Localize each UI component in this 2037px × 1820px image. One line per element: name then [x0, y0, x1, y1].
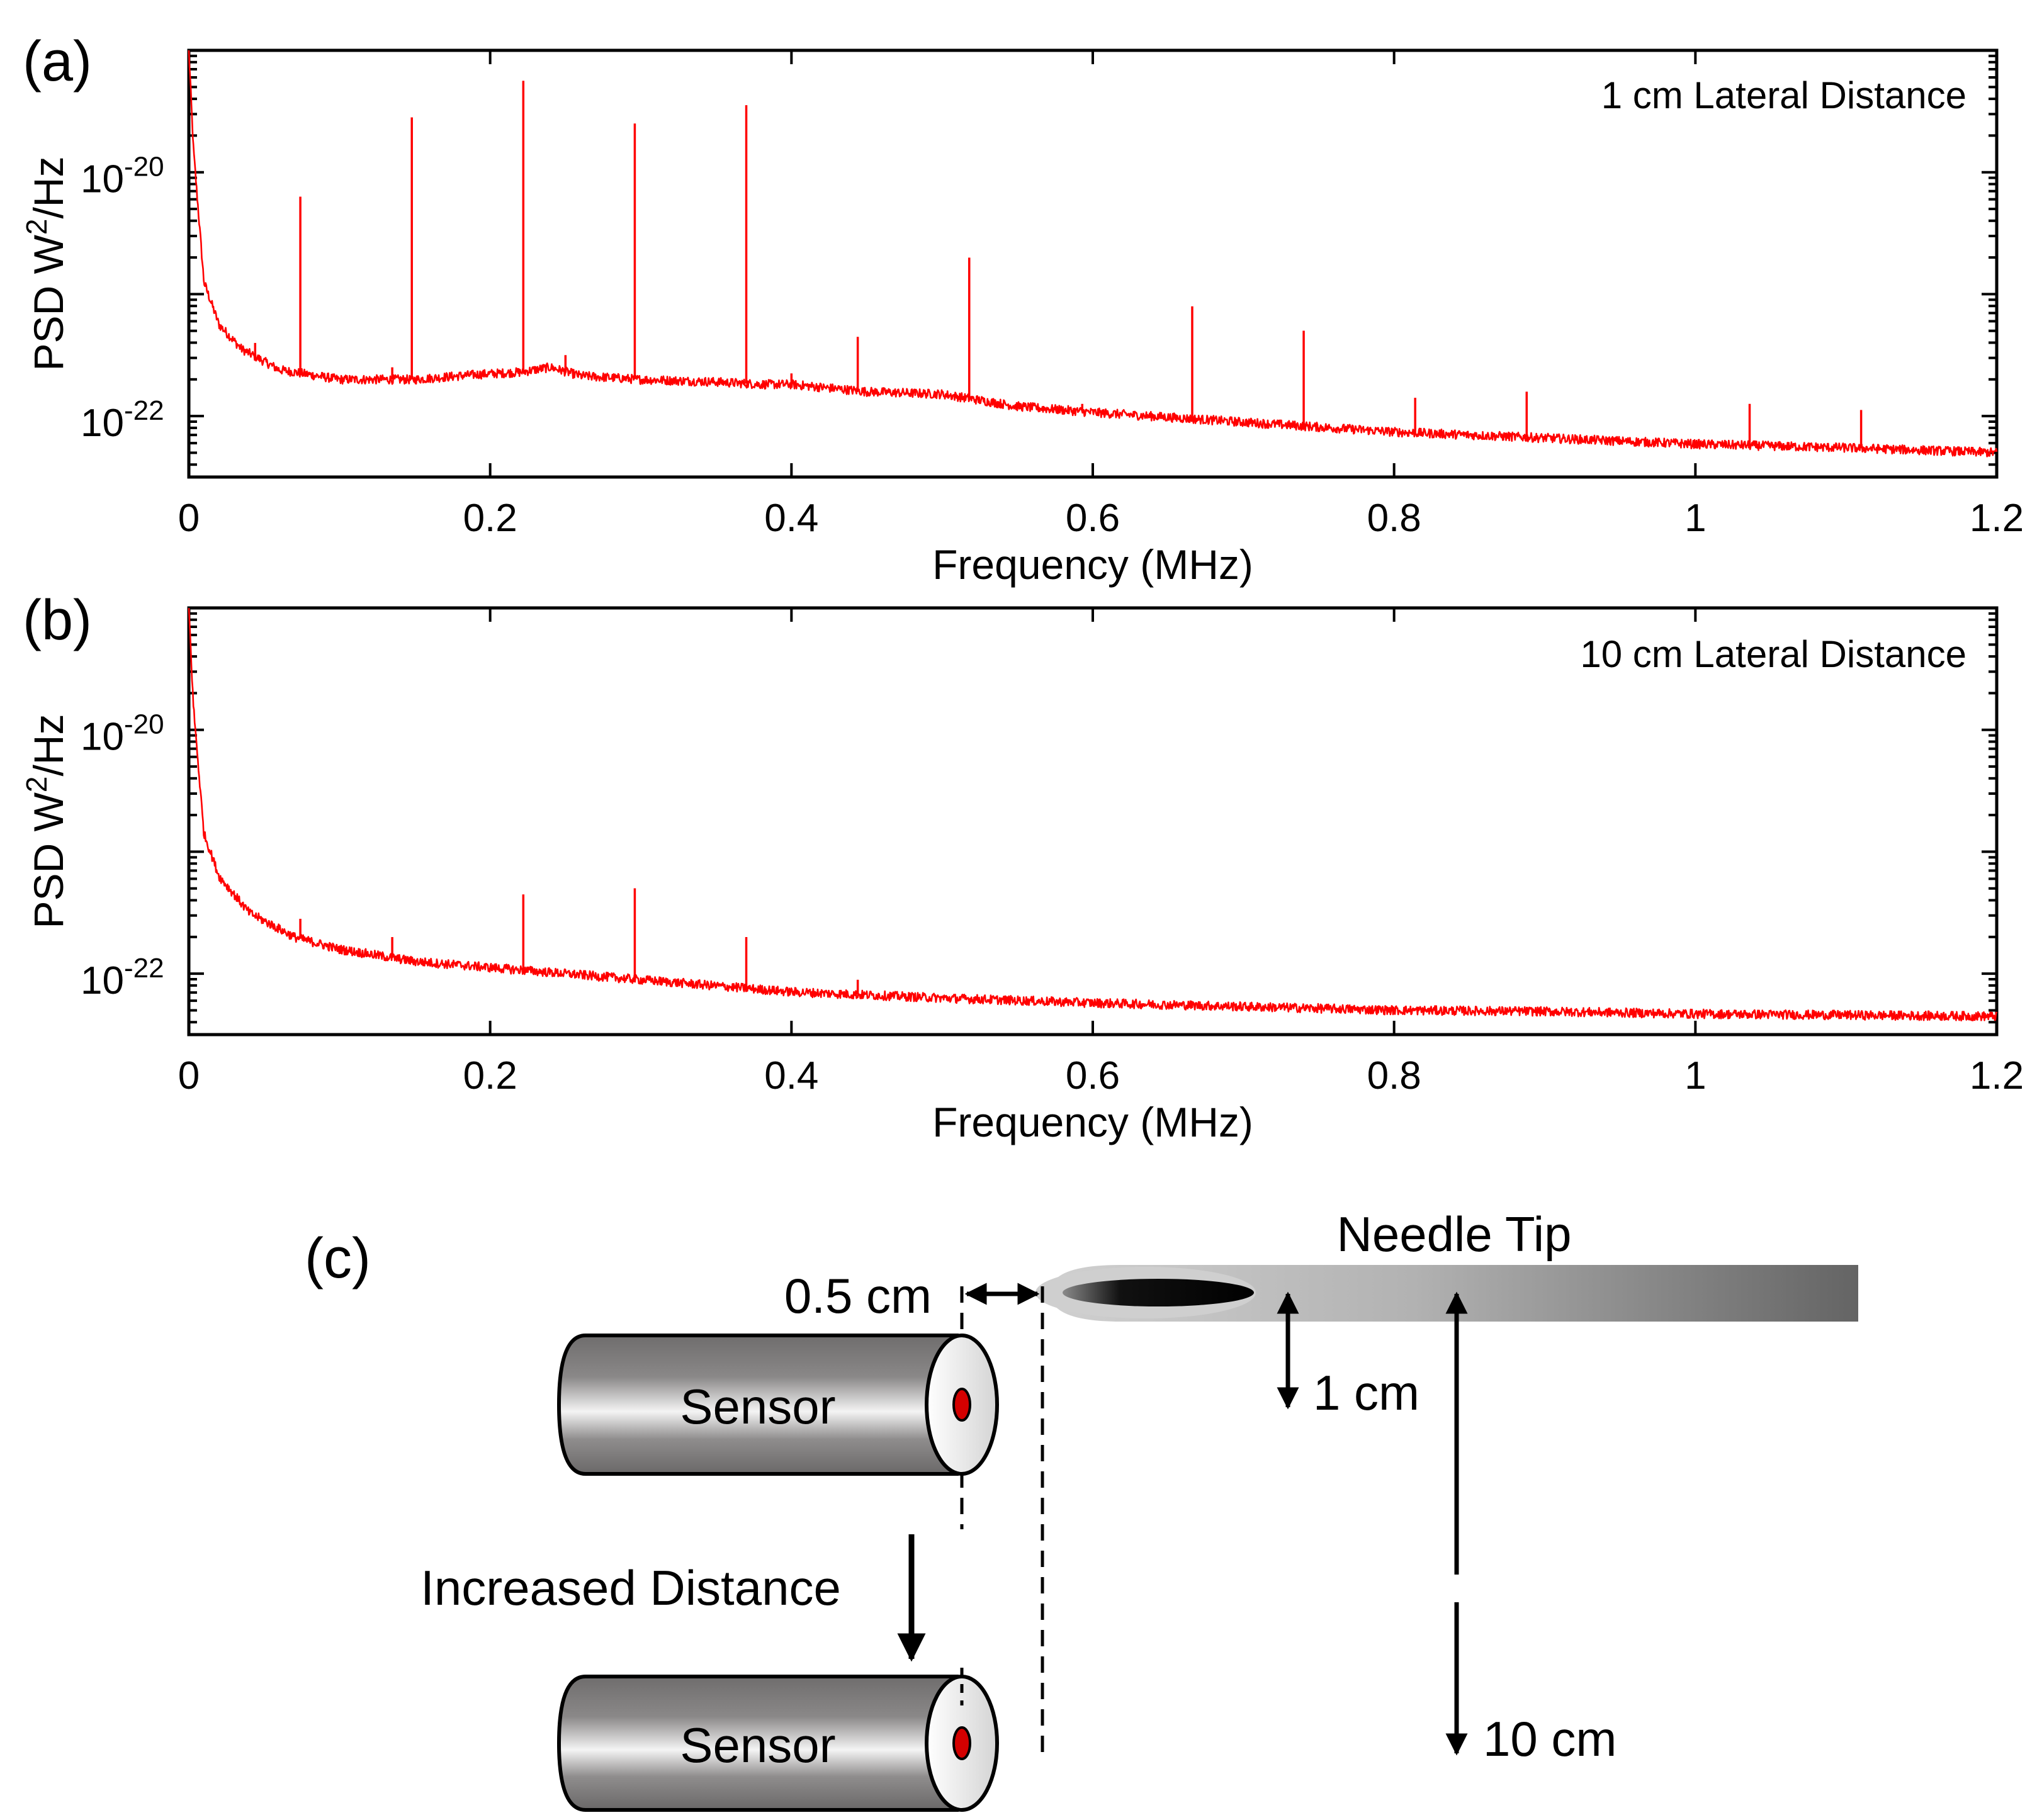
x-tick-label: 0.4 [764, 1054, 818, 1098]
y-tick-base: 10 [81, 959, 124, 1003]
x-tick-label: 0.8 [1367, 497, 1421, 540]
panel-label-a: (a) [23, 30, 92, 93]
increased-distance-label: Increased Distance [420, 1560, 841, 1615]
y-axis-title-main: PSD W [25, 792, 72, 928]
chart-panel-a: (a) 1 cm Lateral Distance 0 0.2 0.4 0.6 … [20, 30, 2024, 588]
y-tick-base: 10 [81, 158, 124, 201]
y-tick-exponent: -22 [124, 953, 164, 984]
x-tick-label: 0 [178, 1054, 200, 1098]
near-distance-label: 1 cm [1313, 1365, 1419, 1420]
psd-trace [188, 608, 1998, 1021]
y-axis-title-sup: 2 [20, 219, 53, 235]
x-tick-label: 1 [1684, 497, 1706, 540]
x-tick-label: 0.8 [1367, 1054, 1421, 1098]
sensor-bottom-fiber-icon [952, 1726, 971, 1760]
x-tick-label: 0.2 [463, 1054, 517, 1098]
y-axis-title: PSD W2/Hz [20, 714, 72, 929]
panel-label-b: (b) [23, 589, 92, 652]
chart-panel-b: (b) 10 cm Lateral Distance 0 0.2 0.4 0.6… [20, 589, 2024, 1145]
y-axis-title-main: PSD W [25, 234, 72, 371]
y-tick-exponent: -20 [124, 152, 164, 183]
x-axis-title: Frequency (MHz) [932, 541, 1253, 588]
x-tick-label: 0.6 [1066, 1054, 1120, 1098]
x-tick-label: 0.2 [463, 497, 517, 540]
y-tick-label: 10-20 [81, 152, 164, 201]
sensor-top-fiber-icon [952, 1388, 971, 1422]
y-tick-base: 10 [81, 402, 124, 445]
sensor-top: Sensor [556, 1334, 999, 1476]
y-tick-base: 10 [81, 716, 124, 759]
panel-label-c: (c) [305, 1227, 371, 1290]
trace-b [188, 608, 1998, 1021]
y-axis-title-tail: /Hz [25, 157, 72, 219]
y-tick-label: 10-22 [81, 395, 164, 445]
sensor-bottom-body [556, 1675, 959, 1812]
sensor-top-label: Sensor [680, 1379, 835, 1434]
sensor-bottom: Sensor [556, 1668, 999, 1812]
y-axis-title-sup: 2 [20, 777, 53, 793]
needle-lumen [1063, 1279, 1254, 1306]
y-tick-exponent: -22 [124, 395, 164, 426]
x-tick-label: 1 [1684, 1054, 1706, 1098]
y-axis-title-tail: /Hz [25, 714, 72, 777]
annotation-a: 1 cm Lateral Distance [1601, 74, 1966, 116]
needle: Needle Tip [1035, 1206, 1858, 1322]
y-tick-label: 10-20 [81, 709, 164, 759]
annotation-b: 10 cm Lateral Distance [1580, 633, 1966, 675]
y-tick-exponent: -20 [124, 709, 164, 740]
y-axis-title: PSD W2/Hz [20, 157, 72, 371]
x-tick-label: 0.4 [764, 497, 818, 540]
x-tick-label: 0 [178, 497, 200, 540]
sensor-bottom-label: Sensor [680, 1717, 835, 1773]
far-distance-label: 10 cm [1483, 1711, 1617, 1767]
x-tick-label: 1.2 [1970, 497, 2024, 540]
sensor-top-body [556, 1334, 959, 1476]
x-axis-title: Frequency (MHz) [932, 1099, 1253, 1145]
gap-label: 0.5 cm [784, 1268, 932, 1323]
needle-tip-label: Needle Tip [1337, 1206, 1572, 1262]
x-tick-label: 1.2 [1970, 1054, 2024, 1098]
trace-a [188, 50, 1998, 458]
psd-trace [188, 50, 1998, 458]
setup-diagram: (c) Needle Tip 0.5 cm 1 cm 10 cm Sensor [305, 1206, 1858, 1812]
x-tick-label: 0.6 [1066, 497, 1120, 540]
y-tick-label: 10-22 [81, 953, 164, 1003]
